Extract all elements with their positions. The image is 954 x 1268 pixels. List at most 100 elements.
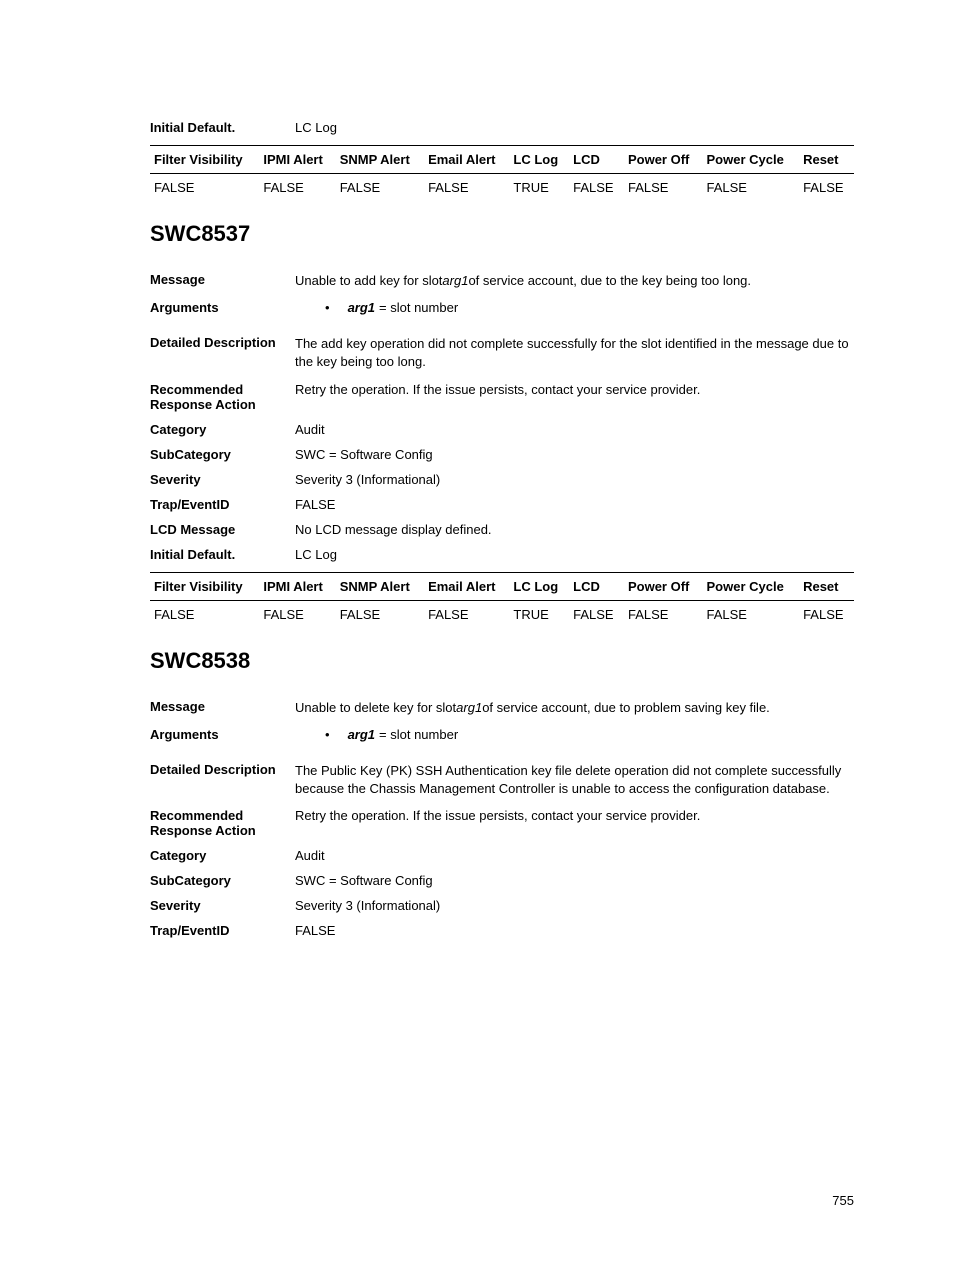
def-row-detailed: Detailed Description The Public Key (PK)…	[150, 762, 854, 798]
def-label: Category	[150, 422, 295, 437]
def-value: Severity 3 (Informational)	[295, 472, 854, 487]
def-row-message: Message Unable to add key for slotarg1of…	[150, 272, 854, 290]
def-row-initial-default-top: Initial Default. LC Log	[150, 120, 854, 135]
bullet-icon: •	[325, 300, 348, 315]
def-label: Severity	[150, 472, 295, 487]
def-label: Detailed Description	[150, 762, 295, 798]
def-value: LC Log	[295, 120, 854, 135]
arg-desc: = slot number	[379, 300, 458, 315]
col-header: Power Off	[624, 572, 703, 600]
cell: FALSE	[150, 174, 259, 202]
def-label: LCD Message	[150, 522, 295, 537]
msg-post: of service account, due to problem savin…	[482, 700, 770, 715]
def-value: • arg1 = slot number	[295, 727, 854, 742]
def-label: Arguments	[150, 727, 295, 742]
msg-post: of service account, due to the key being…	[468, 273, 751, 288]
def-row-severity: Severity Severity 3 (Informational)	[150, 472, 854, 487]
def-value: Retry the operation. If the issue persis…	[295, 808, 854, 838]
def-row-subcategory: SubCategory SWC = Software Config	[150, 873, 854, 888]
def-value: Audit	[295, 422, 854, 437]
def-row-arguments: Arguments • arg1 = slot number	[150, 727, 854, 742]
error-code-heading: SWC8537	[150, 221, 854, 247]
def-row-recommended: Recommended Response Action Retry the op…	[150, 808, 854, 838]
col-header: Power Cycle	[703, 572, 800, 600]
def-row-trap: Trap/EventID FALSE	[150, 497, 854, 512]
cell: FALSE	[799, 174, 854, 202]
cell: FALSE	[424, 174, 509, 202]
col-header: LC Log	[509, 146, 569, 174]
page: Initial Default. LC Log Filter Visibilit…	[0, 0, 954, 1268]
arg-name: arg1	[348, 300, 379, 315]
cell: FALSE	[569, 174, 624, 202]
def-row-recommended: Recommended Response Action Retry the op…	[150, 382, 854, 412]
def-row-detailed: Detailed Description The add key operati…	[150, 335, 854, 371]
col-header: LC Log	[509, 572, 569, 600]
def-row-category: Category Audit	[150, 422, 854, 437]
bullet-icon: •	[325, 727, 348, 742]
cell: FALSE	[703, 600, 800, 628]
def-label: Recommended Response Action	[150, 382, 295, 412]
col-header: IPMI Alert	[259, 146, 335, 174]
cell: FALSE	[624, 600, 703, 628]
def-value: SWC = Software Config	[295, 873, 854, 888]
def-value: FALSE	[295, 923, 854, 938]
col-header: SNMP Alert	[336, 572, 424, 600]
def-value: Retry the operation. If the issue persis…	[295, 382, 854, 412]
def-row-lcd: LCD Message No LCD message display defin…	[150, 522, 854, 537]
def-value: Severity 3 (Informational)	[295, 898, 854, 913]
col-header: Power Off	[624, 146, 703, 174]
def-value: • arg1 = slot number	[295, 300, 854, 315]
def-label: Initial Default.	[150, 120, 295, 135]
col-header: SNMP Alert	[336, 146, 424, 174]
col-header: LCD	[569, 572, 624, 600]
def-row-arguments: Arguments • arg1 = slot number	[150, 300, 854, 315]
cell: FALSE	[259, 600, 335, 628]
def-row-message: Message Unable to delete key for slotarg…	[150, 699, 854, 717]
def-label: Detailed Description	[150, 335, 295, 371]
def-value: SWC = Software Config	[295, 447, 854, 462]
def-label: Message	[150, 272, 295, 290]
arg-desc: = slot number	[379, 727, 458, 742]
def-label: Initial Default.	[150, 547, 295, 562]
def-row-initial: Initial Default. LC Log	[150, 547, 854, 562]
col-header: Reset	[799, 572, 854, 600]
cell: FALSE	[150, 600, 259, 628]
page-number: 755	[832, 1193, 854, 1208]
def-label: Arguments	[150, 300, 295, 315]
col-header: Email Alert	[424, 572, 509, 600]
def-value: FALSE	[295, 497, 854, 512]
cell: FALSE	[703, 174, 800, 202]
def-label: SubCategory	[150, 447, 295, 462]
def-label: Category	[150, 848, 295, 863]
def-row-category: Category Audit	[150, 848, 854, 863]
def-label: Trap/EventID	[150, 497, 295, 512]
def-label: Trap/EventID	[150, 923, 295, 938]
def-value: The Public Key (PK) SSH Authentication k…	[295, 762, 854, 798]
def-label: Message	[150, 699, 295, 717]
filter-table-8537: Filter Visibility IPMI Alert SNMP Alert …	[150, 572, 854, 628]
col-header: Filter Visibility	[150, 146, 259, 174]
msg-pre: Unable to add key for slot	[295, 273, 442, 288]
argument-item: • arg1 = slot number	[295, 727, 854, 742]
msg-pre: Unable to delete key for slot	[295, 700, 456, 715]
msg-arg: arg1	[456, 700, 482, 715]
error-code-heading: SWC8538	[150, 648, 854, 674]
cell: FALSE	[336, 174, 424, 202]
def-label: Recommended Response Action	[150, 808, 295, 838]
col-header: IPMI Alert	[259, 572, 335, 600]
argument-item: • arg1 = slot number	[295, 300, 854, 315]
col-header: LCD	[569, 146, 624, 174]
def-label: Severity	[150, 898, 295, 913]
cell: FALSE	[336, 600, 424, 628]
msg-arg: arg1	[442, 273, 468, 288]
def-value: No LCD message display defined.	[295, 522, 854, 537]
def-row-subcategory: SubCategory SWC = Software Config	[150, 447, 854, 462]
cell: FALSE	[259, 174, 335, 202]
filter-table-top: Filter Visibility IPMI Alert SNMP Alert …	[150, 145, 854, 201]
cell: FALSE	[424, 600, 509, 628]
def-value: Unable to add key for slotarg1of service…	[295, 272, 854, 290]
def-value: The add key operation did not complete s…	[295, 335, 854, 371]
def-row-severity: Severity Severity 3 (Informational)	[150, 898, 854, 913]
cell: TRUE	[509, 174, 569, 202]
cell: FALSE	[799, 600, 854, 628]
